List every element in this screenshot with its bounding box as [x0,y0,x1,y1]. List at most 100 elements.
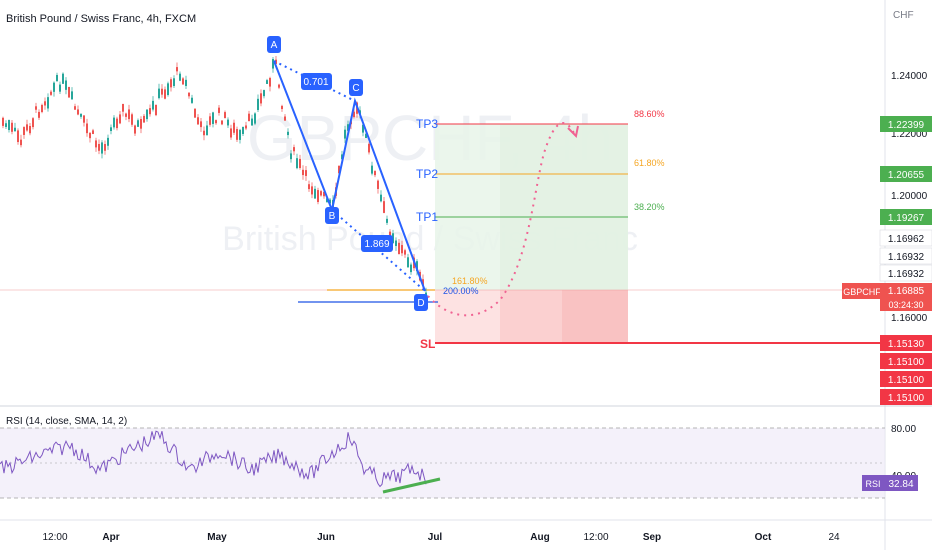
ratio-0701-box[interactable] [301,73,332,90]
candle [212,112,214,124]
candle [296,158,298,169]
tp2-price-text: 1.20655 [888,170,925,181]
candle [167,83,169,96]
candle [347,124,349,131]
candle [206,125,208,136]
candle [194,108,196,118]
candle [278,84,280,88]
point-d-marker[interactable] [414,294,428,311]
candle [272,59,274,69]
rsi-value-text: 32.84 [888,479,913,490]
ratio-0701-label: 0.701 [303,77,328,88]
time-tick-1200: 12:00 [42,532,67,543]
candle [164,89,166,99]
point-b-marker[interactable] [325,207,339,224]
candle [104,144,106,151]
sl-price-badge [880,335,932,351]
candle [116,118,118,129]
candle [50,91,52,95]
candle [185,79,187,86]
point-b-label: B [329,211,336,222]
candle [98,143,100,151]
ratio-1869-box[interactable] [361,235,393,252]
candle [299,158,301,168]
candle [182,78,184,85]
time-tick-jun: Jun [317,532,335,543]
candle [158,88,160,99]
candle [227,119,229,126]
candle [215,120,217,124]
candle [2,117,4,126]
candle [302,169,304,176]
chart-title[interactable]: British Pound / Swiss Franc, 4h, FXCM [6,13,196,25]
candle [287,131,289,136]
symbol-tag[interactable] [842,283,882,299]
point-c-marker[interactable] [349,79,363,96]
candle [143,115,145,123]
candle [368,143,370,153]
projected-path-arrow [567,125,579,139]
candle [398,242,400,255]
fib-161-label: 161.80% [452,276,488,286]
abcd-pattern[interactable]: A B C D 0.701 1.869 [267,36,428,311]
time-tick-24: 24 [828,532,840,543]
candle [203,130,205,136]
candle [281,105,283,110]
rsi-line [0,430,427,488]
countdown-badge [880,298,932,311]
candle [59,84,61,92]
rsi-label[interactable]: RSI (14, close, SMA, 14, 2) [6,416,127,427]
pattern-legs[interactable] [273,60,426,292]
point-a-marker[interactable] [267,36,281,53]
candle [176,67,178,72]
last-price-badge [880,283,932,298]
rsi-value-badge [884,475,918,491]
candle [239,129,241,140]
candle [89,132,91,139]
candle [362,124,364,133]
candle [146,109,148,120]
price-badges: 1.22399 1.20655 1.19267 1.16962 1.16932 … [842,116,932,405]
candle [266,80,268,84]
projected-path[interactable] [427,122,576,317]
tp2-label: TP2 [416,167,438,181]
currency-label: CHF [893,10,914,21]
candle [401,245,403,254]
candle [137,120,139,127]
candle [323,191,325,197]
candle [245,125,247,129]
candle [404,250,406,255]
candle [5,123,7,127]
candle [374,171,376,176]
sl-price-badge-3 [880,371,932,387]
candle [224,112,226,119]
candle [56,74,58,82]
candle [125,113,127,117]
price-tick-1.22: 1.22000 [891,129,928,140]
tp2-pct: 61.80% [634,158,665,168]
sl-price-badge-4 [880,389,932,405]
candle [218,107,220,113]
candle [416,261,418,272]
candle [38,111,40,118]
candle [65,80,67,90]
tp3-price-text: 1.22399 [888,120,925,131]
rsi-divergence-line[interactable] [382,477,441,494]
sl-price-text: 1.15130 [888,339,925,350]
tp1-label: TP1 [416,210,438,224]
candle [188,92,190,97]
candle [383,201,385,213]
point-d-label: D [417,298,424,309]
sl-price-text-3: 1.15100 [888,375,925,386]
time-tick-sep: Sep [643,532,661,543]
price-badge-1 [879,229,932,247]
candle [152,100,154,110]
candle [197,117,199,125]
candle [341,154,343,160]
candle [233,122,235,133]
candle [308,184,310,190]
candle [386,218,388,223]
candle [155,104,157,116]
time-tick-may: May [207,532,227,543]
